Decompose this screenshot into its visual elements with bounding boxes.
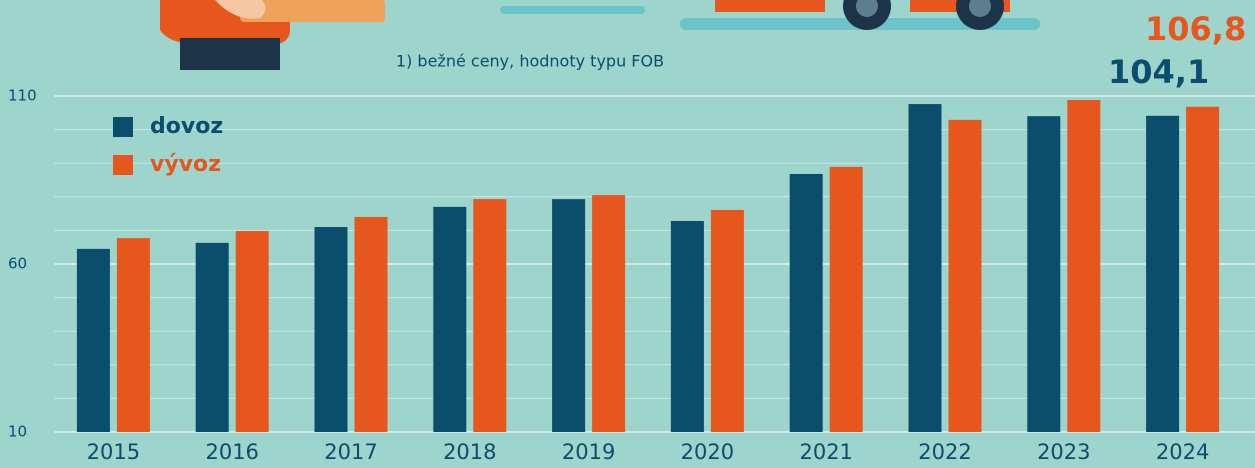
bar bbox=[433, 207, 466, 432]
x-tick-label: 2016 bbox=[205, 440, 258, 464]
bar bbox=[671, 221, 704, 432]
value-label: 104,1 bbox=[1108, 53, 1209, 91]
value-label: 106,8 bbox=[1145, 10, 1246, 48]
x-tick-label: 2023 bbox=[1037, 440, 1090, 464]
bar bbox=[552, 199, 585, 432]
y-tick-label: 110 bbox=[8, 87, 37, 105]
bar bbox=[1186, 107, 1219, 432]
x-tick-label: 2021 bbox=[799, 440, 852, 464]
x-tick-label: 2020 bbox=[681, 440, 734, 464]
bar bbox=[236, 231, 269, 432]
y-tick-label: 10 bbox=[8, 423, 27, 441]
bar bbox=[1067, 100, 1100, 432]
chart: 1) bežné ceny, hodnoty typu FOB 10 60 110 2… bbox=[0, 0, 1255, 468]
x-tick-label: 2018 bbox=[443, 440, 496, 464]
legend-swatch bbox=[113, 117, 133, 137]
legend-label: vývoz bbox=[150, 152, 221, 177]
bar bbox=[909, 104, 942, 432]
bar bbox=[1027, 116, 1060, 432]
bar bbox=[830, 167, 863, 432]
bar bbox=[117, 238, 150, 432]
x-tick-label: 2017 bbox=[324, 440, 377, 464]
bar bbox=[711, 210, 744, 432]
x-tick-label: 2022 bbox=[918, 440, 971, 464]
bar bbox=[196, 243, 229, 432]
bar bbox=[355, 217, 388, 432]
bar bbox=[949, 120, 982, 432]
x-tick-label: 2019 bbox=[562, 440, 615, 464]
note: 1) bežné ceny, hodnoty typu FOB bbox=[396, 52, 664, 71]
bar bbox=[1146, 116, 1179, 432]
legend-label: dovoz bbox=[150, 114, 223, 139]
y-tick-label: 60 bbox=[8, 255, 27, 273]
bar bbox=[592, 195, 625, 432]
bar bbox=[77, 249, 110, 432]
x-tick-label: 2024 bbox=[1156, 440, 1209, 464]
bar bbox=[790, 174, 823, 432]
legend-swatch bbox=[113, 155, 133, 175]
bar bbox=[315, 227, 348, 432]
x-tick-label: 2015 bbox=[87, 440, 140, 464]
bar bbox=[473, 199, 506, 432]
